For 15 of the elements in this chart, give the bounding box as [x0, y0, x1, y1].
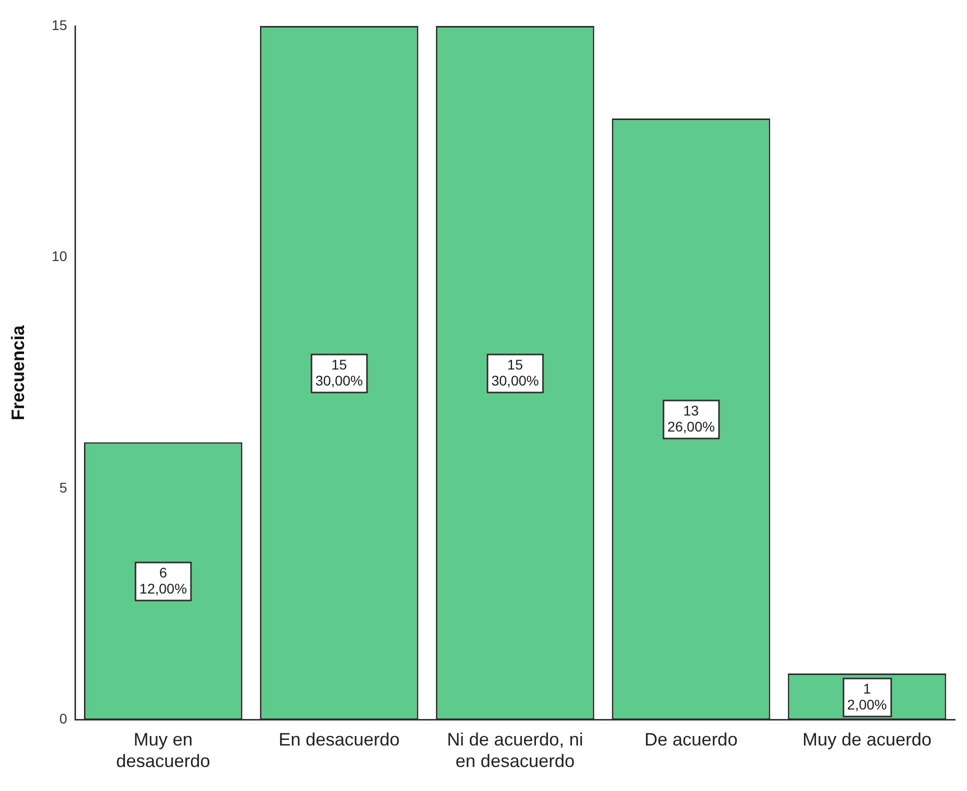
y-axis-title: Frecuencia: [8, 324, 28, 420]
data-label: 15 30,00%: [315, 356, 363, 388]
y-tick-label: 10: [52, 248, 68, 264]
data-label: 6 12,00%: [139, 564, 187, 596]
x-tick-label: Muy en desacuerdo: [116, 730, 210, 772]
data-label: 13 26,00%: [667, 402, 715, 434]
x-tick-label: Ni de acuerdo, ni en desacuerdo: [447, 730, 584, 772]
y-tick-label: 0: [59, 710, 68, 727]
y-tick-label: 5: [59, 479, 68, 496]
x-tick-label: De acuerdo: [644, 730, 738, 750]
y-tick-label: 15: [52, 16, 68, 33]
x-tick-label: Muy de acuerdo: [802, 730, 932, 750]
x-tick-label: En desacuerdo: [278, 730, 400, 750]
data-label: 15 30,00%: [491, 356, 539, 388]
data-label: 1 2,00%: [847, 680, 887, 712]
